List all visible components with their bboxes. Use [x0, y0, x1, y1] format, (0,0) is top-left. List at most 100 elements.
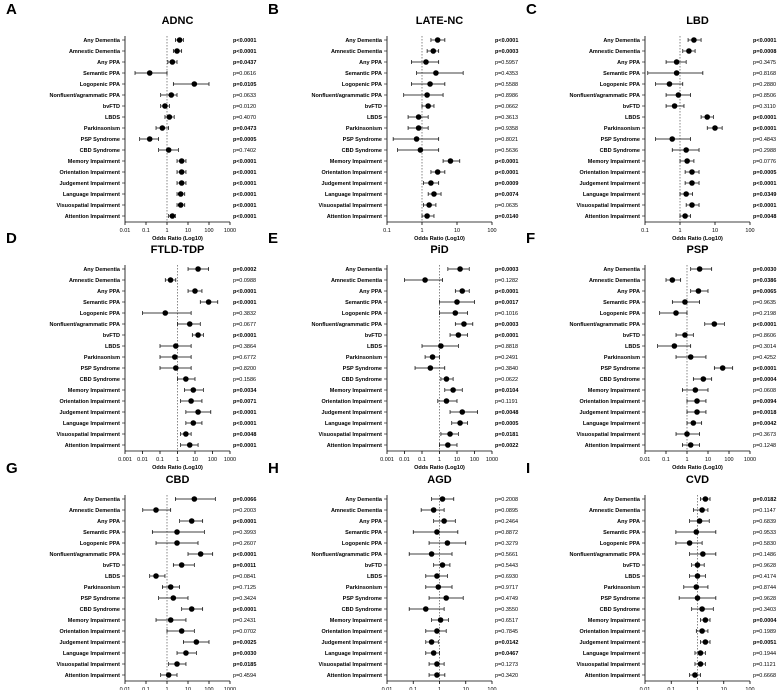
- odds-ratio-point: [191, 496, 198, 502]
- odds-ratio-point: [162, 103, 168, 109]
- odds-ratio-point: [165, 147, 172, 153]
- odds-ratio-point: [684, 158, 690, 164]
- odds-ratio-point: [441, 518, 447, 524]
- odds-ratio-point: [174, 540, 180, 546]
- category-label: Any PPA: [97, 519, 120, 525]
- category-label: Attention Impairment: [585, 214, 640, 220]
- odds-ratio-point: [174, 48, 180, 54]
- odds-ratio-point: [669, 136, 676, 142]
- category-label: Visuospatial Impairment: [577, 662, 641, 668]
- odds-ratio-point: [190, 387, 197, 393]
- odds-ratio-point: [415, 114, 422, 120]
- p-value-label: p=0.8506: [753, 93, 776, 99]
- category-label: Orientation Impairment: [579, 629, 640, 635]
- x-tick-label: 0.01: [120, 228, 131, 234]
- x-tick-label: 100: [487, 228, 496, 234]
- p-value-label: p=0.3279: [495, 541, 518, 547]
- p-value-label: p=0.4070: [233, 115, 256, 121]
- category-label: Attention Impairment: [65, 673, 120, 679]
- odds-ratio-point: [413, 136, 420, 142]
- odds-ratio-point: [169, 59, 176, 65]
- category-label: Any PPA: [97, 60, 120, 66]
- odds-ratio-point: [439, 496, 446, 502]
- p-value-label: p<0.0001: [233, 203, 256, 209]
- p-value-label: p=0.0018: [753, 410, 776, 416]
- category-label: Semantic PPA: [603, 71, 640, 77]
- odds-ratio-point: [671, 103, 678, 109]
- p-value-label: p=0.6930: [495, 574, 518, 580]
- odds-ratio-point: [694, 562, 701, 568]
- category-label: Any Dementia: [345, 38, 383, 44]
- odds-ratio-point: [669, 277, 676, 283]
- odds-ratio-point: [693, 584, 700, 590]
- odds-ratio-point: [692, 672, 698, 678]
- odds-ratio-point: [704, 114, 711, 120]
- x-tick-label: 0.1: [409, 687, 417, 690]
- p-value-label: p<0.0001: [233, 38, 256, 44]
- p-value-label: p<0.0001: [753, 38, 776, 44]
- category-label: CBD Syndrome: [342, 607, 382, 613]
- odds-ratio-point: [173, 365, 179, 371]
- p-value-label: p=0.4749: [495, 596, 518, 602]
- category-label: Amnestic Dementia: [331, 49, 383, 55]
- odds-ratio-point: [695, 288, 702, 294]
- p-value-label: p=0.1121: [753, 662, 776, 668]
- p-value-label: p=0.3550: [495, 607, 518, 613]
- p-value-label: p<0.0001: [233, 181, 256, 187]
- odds-ratio-point: [178, 628, 185, 634]
- panel-title: ADNC: [162, 15, 194, 27]
- odds-ratio-point: [146, 70, 153, 76]
- category-label: Orientation Impairment: [59, 170, 120, 176]
- x-tick-label: 0.1: [662, 457, 670, 463]
- x-tick-label: 1: [696, 687, 699, 690]
- category-label: Semantic PPA: [83, 530, 120, 536]
- odds-ratio-point: [430, 48, 437, 54]
- p-value-label: p=0.0386: [753, 278, 776, 284]
- odds-ratio-point: [183, 376, 189, 382]
- p-value-label: p=0.0065: [753, 289, 776, 295]
- p-value-label: p=0.0473: [233, 126, 256, 132]
- p-value-label: p=0.0008: [753, 49, 776, 55]
- p-value-label: p=0.0025: [233, 640, 256, 646]
- p-value-label: p=0.0140: [495, 214, 518, 220]
- odds-ratio-point: [437, 617, 444, 623]
- x-tick-label: 0.1: [156, 457, 164, 463]
- p-value-label: p<0.0001: [233, 214, 256, 220]
- panel-G: G CBD 0.01 0.1 1 10 100 1000 Odds Ratio (Log10) A…: [6, 460, 256, 690]
- p-value-label: p=0.0001: [233, 443, 256, 449]
- odds-ratio-point: [424, 92, 430, 98]
- p-value-label: p<0.0001: [233, 170, 256, 176]
- odds-ratio-point: [193, 639, 200, 645]
- category-label: CBD Syndrome: [80, 148, 120, 154]
- p-value-label: p<0.0001: [495, 170, 518, 176]
- p-value-label: p=0.8744: [753, 585, 776, 591]
- odds-ratio-point: [168, 92, 175, 98]
- category-label: Language Impairment: [583, 421, 640, 427]
- odds-ratio-point: [430, 507, 437, 513]
- category-label: Memory Impairment: [330, 159, 382, 165]
- p-value-label: p<0.0001: [495, 289, 518, 295]
- p-value-label: p=0.1486: [753, 552, 776, 558]
- category-label: Nonfluent/agrammatic PPA: [570, 93, 641, 99]
- p-value-label: p<0.0001: [233, 159, 256, 165]
- x-tick-label: 0.001: [118, 457, 132, 463]
- category-label: Nonfluent/agrammatic PPA: [312, 93, 383, 99]
- odds-ratio-point: [702, 639, 709, 645]
- p-value-label: p=0.0185: [233, 662, 256, 668]
- x-tick-label: 0.1: [383, 228, 391, 234]
- odds-ratio-point: [694, 573, 701, 579]
- p-value-label: p<0.0001: [233, 192, 256, 198]
- odds-ratio-point: [689, 180, 695, 186]
- p-value-label: p=0.0011: [233, 563, 256, 569]
- odds-ratio-point: [692, 387, 699, 393]
- category-label: PSP Syndrome: [343, 366, 382, 372]
- p-value-label: p=0.2988: [753, 148, 776, 154]
- odds-ratio-point: [702, 617, 709, 623]
- category-label: Attention Impairment: [327, 443, 382, 449]
- category-label: Visuospatial Impairment: [577, 432, 641, 438]
- category-label: CBD Syndrome: [600, 607, 640, 613]
- odds-ratio-point: [673, 59, 680, 65]
- p-value-label: p=0.2491: [495, 355, 518, 361]
- category-label: Nonfluent/agrammatic PPA: [312, 552, 383, 558]
